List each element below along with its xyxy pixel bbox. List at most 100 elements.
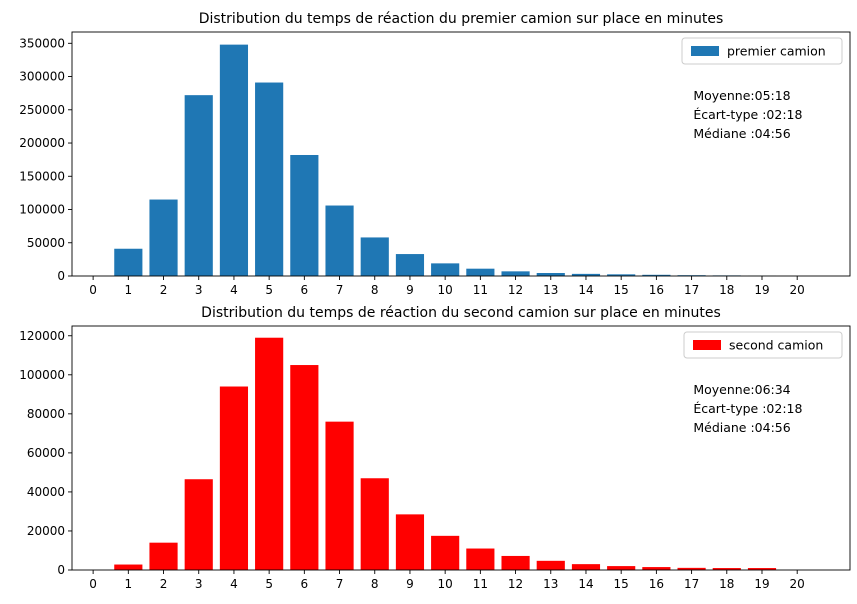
chart-0-xtick-label: 9 [406,283,414,297]
chart-0-xtick-label: 0 [89,283,97,297]
chart-0-ytick-label: 0 [57,269,65,283]
chart-0-xtick-label: 17 [684,283,699,297]
chart-1-ytick-label: 40000 [27,485,65,499]
chart-1-bar-12 [501,555,530,570]
chart-1-ytick-label: 0 [57,563,65,577]
chart-1-xtick-label: 15 [614,577,629,591]
chart-1-ytick-label: 120000 [19,329,65,343]
chart-0-bar-11 [466,268,495,276]
chart-1-stat-annotation: Moyenne:06:34 [693,382,790,397]
chart-0-ytick-label: 150000 [19,169,65,183]
chart-0-stat-annotation: Moyenne:05:18 [693,88,790,103]
chart-0-xtick-label: 5 [265,283,273,297]
chart-1-xtick-label: 18 [719,577,734,591]
chart-1-xtick-label: 14 [578,577,593,591]
chart-0-bar-15 [607,274,636,276]
chart-0-bar-16 [642,274,671,276]
chart-1-xtick-label: 0 [89,577,97,591]
chart-1-bar-11 [466,548,495,570]
chart-0-xtick-label: 15 [614,283,629,297]
chart-1-bar-16 [642,567,671,570]
chart-1-bar-9 [395,514,425,570]
chart-1-bar-10 [431,535,460,570]
chart-1-bar-4 [219,386,249,570]
chart-1-xtick-label: 20 [790,577,805,591]
chart-0-bar-6 [290,154,319,276]
chart-1-stat-annotation: Médiane :04:56 [693,420,790,435]
chart-0-stat-annotation: Écart-type :02:18 [693,107,802,122]
chart-1-bar-8 [360,478,389,570]
chart-0-xtick-label: 16 [649,283,664,297]
chart-0-ytick-label: 300000 [19,70,65,84]
chart-0-axes-frame [71,31,851,277]
chart-1-bar-17 [677,567,706,570]
chart-1-bar-1 [114,564,143,570]
chart-1-xtick-label: 7 [336,577,344,591]
chart-0-ytick-label: 350000 [19,36,65,50]
chart-1-axes-frame [71,325,851,571]
chart-0-bar-5 [255,82,284,276]
chart-0-legend-swatch [691,46,719,56]
chart-1-ytick-label: 100000 [19,368,65,382]
chart-0-ytick-label: 200000 [19,136,65,150]
chart-0-xtick-label: 10 [438,283,453,297]
chart-1-xtick-label: 12 [508,577,523,591]
chart-0-bar-12 [501,271,530,276]
chart-0-bar-2 [149,199,178,276]
chart-0-ytick-label: 50000 [27,236,65,250]
chart-0-bar-10 [431,263,460,276]
chart-0-bar-14 [571,273,601,276]
chart-0-xtick-label: 4 [230,283,238,297]
chart-1-stat-annotation: Écart-type :02:18 [693,401,802,416]
chart-0-title: Distribution du temps de réaction du pre… [199,11,724,27]
chart-1-bar-19 [747,568,777,570]
chart-1-xtick-label: 8 [371,577,379,591]
chart-0-xtick-label: 6 [301,283,309,297]
chart-0-bar-4 [219,44,249,276]
chart-0-stat-annotation: Médiane :04:56 [693,126,790,141]
chart-0-bar-8 [360,237,389,276]
chart-1-ytick-label: 80000 [27,407,65,421]
chart-1-legend-swatch [693,340,721,350]
chart-1-bar-18 [712,568,741,570]
chart-0-ytick-label: 250000 [19,103,65,117]
chart-0-legend [681,37,843,65]
chart-1-xtick-label: 9 [406,577,414,591]
chart-1-xtick-label: 5 [265,577,273,591]
chart-1-ytick-label: 60000 [27,446,65,460]
chart-0-xtick-label: 14 [578,283,593,297]
chart-0-xtick-label: 11 [473,283,488,297]
chart-1-bar-5 [255,337,284,570]
chart-0-bar-7 [325,205,354,276]
chart-1-bar-6 [290,365,319,570]
chart-1-xtick-label: 11 [473,577,488,591]
chart-1-xtick-label: 6 [301,577,309,591]
chart-1-ytick-label: 20000 [27,524,65,538]
chart-0-xtick-label: 18 [719,283,734,297]
chart-1-legend-label: second camion [729,338,823,353]
chart-0-bar-3 [184,95,213,276]
chart-1-bar-15 [607,566,636,570]
chart-1-bar-2 [149,542,178,570]
chart-1-bar-3 [184,479,213,570]
chart-0-xtick-label: 19 [754,283,769,297]
chart-1-xtick-label: 10 [438,577,453,591]
chart-0-xtick-label: 2 [160,283,168,297]
chart-0-bar-1 [114,248,143,276]
chart-1-xtick-label: 13 [543,577,558,591]
chart-0-xtick-label: 1 [125,283,133,297]
chart-0-xtick-label: 12 [508,283,523,297]
chart-0-xtick-label: 20 [790,283,805,297]
chart-0-xtick-label: 13 [543,283,558,297]
chart-premier-camion: Distribution du temps de réaction du pre… [19,11,851,297]
chart-1-bar-13 [536,560,565,570]
chart-1-xtick-label: 1 [125,577,133,591]
chart-1-xtick-label: 17 [684,577,699,591]
chart-1-title: Distribution du temps de réaction du sec… [201,305,721,321]
chart-1-xtick-label: 19 [754,577,769,591]
chart-0-xtick-label: 3 [195,283,203,297]
chart-0-xtick-label: 8 [371,283,379,297]
chart-second-camion: Distribution du temps de réaction du sec… [19,305,851,591]
chart-1-bar-14 [571,564,601,570]
